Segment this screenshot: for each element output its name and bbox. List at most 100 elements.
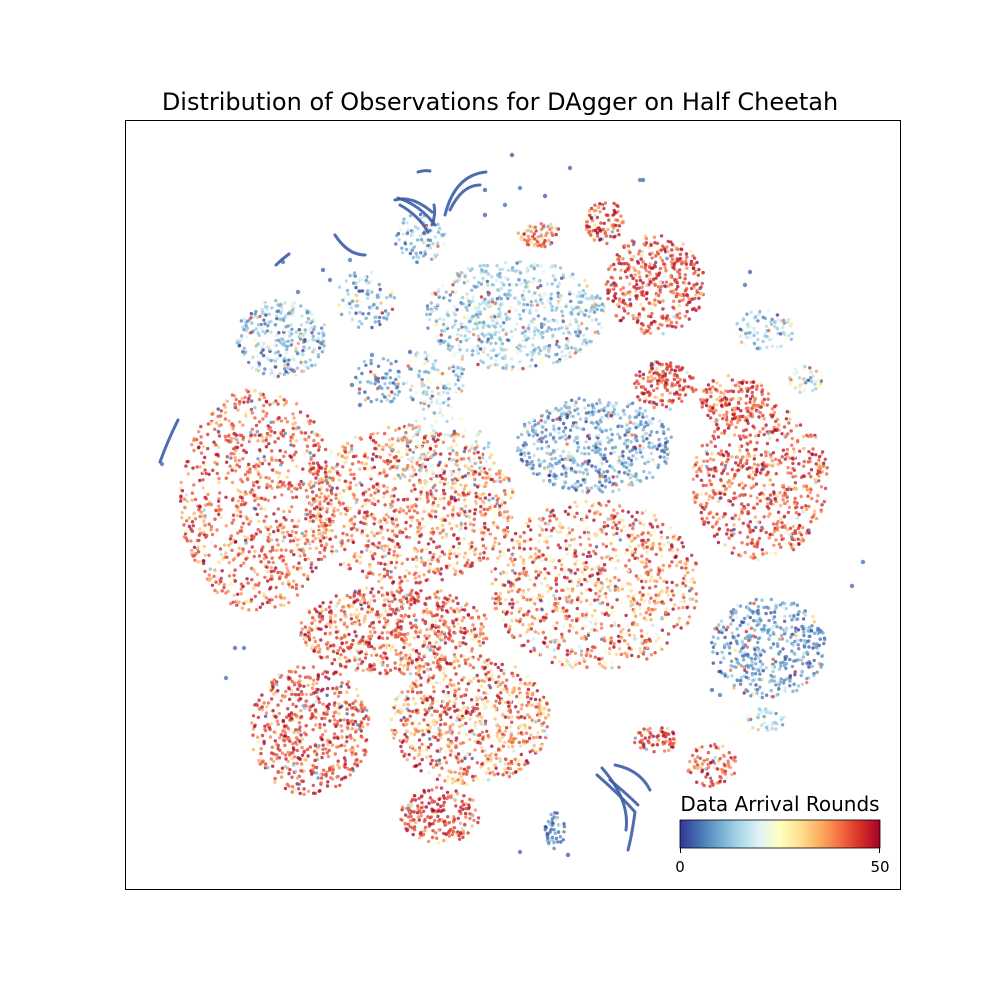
data-point bbox=[583, 313, 587, 317]
data-point bbox=[621, 408, 626, 412]
data-point bbox=[593, 582, 597, 586]
data-point bbox=[434, 319, 439, 323]
data-point bbox=[523, 345, 527, 349]
data-point bbox=[556, 408, 560, 412]
data-point bbox=[648, 433, 652, 437]
data-point bbox=[610, 666, 614, 670]
data-point bbox=[400, 579, 404, 583]
data-point bbox=[483, 270, 488, 274]
data-point bbox=[536, 421, 541, 425]
data-point bbox=[439, 333, 443, 337]
data-point bbox=[780, 521, 784, 525]
data-point bbox=[650, 251, 654, 255]
data-point bbox=[319, 466, 324, 470]
data-point bbox=[564, 467, 568, 472]
data-point bbox=[457, 492, 461, 497]
data-point bbox=[559, 407, 564, 411]
data-point bbox=[531, 417, 536, 422]
data-point bbox=[295, 593, 300, 597]
data-point bbox=[495, 611, 500, 616]
data-point bbox=[609, 514, 614, 518]
data-point bbox=[670, 589, 674, 593]
data-point bbox=[411, 434, 415, 439]
data-point bbox=[472, 314, 476, 318]
data-point bbox=[478, 552, 482, 556]
data-point bbox=[612, 520, 616, 524]
data-point bbox=[353, 515, 357, 519]
data-point bbox=[646, 538, 650, 542]
data-point bbox=[584, 624, 588, 629]
data-point bbox=[571, 626, 576, 630]
data-point bbox=[558, 305, 563, 309]
data-point bbox=[215, 590, 220, 595]
data-point bbox=[561, 625, 565, 629]
data-point bbox=[362, 521, 366, 526]
data-point bbox=[274, 595, 278, 599]
data-point bbox=[481, 544, 486, 548]
data-point bbox=[282, 398, 286, 402]
data-point bbox=[531, 434, 536, 438]
data-point bbox=[549, 319, 554, 324]
data-point bbox=[481, 350, 486, 354]
data-point bbox=[652, 235, 657, 239]
data-point bbox=[580, 294, 585, 298]
data-point bbox=[499, 302, 503, 307]
data-point bbox=[627, 646, 631, 650]
data-point bbox=[456, 546, 461, 550]
data-point bbox=[541, 330, 546, 334]
data-point bbox=[272, 530, 276, 534]
data-point bbox=[662, 543, 666, 547]
data-point bbox=[608, 464, 612, 468]
data-point bbox=[760, 548, 764, 552]
data-point bbox=[397, 426, 401, 431]
data-point bbox=[551, 409, 555, 413]
data-point bbox=[398, 510, 402, 514]
data-point bbox=[384, 443, 389, 447]
data-point bbox=[529, 300, 533, 304]
data-point bbox=[453, 319, 458, 323]
data-point bbox=[196, 446, 201, 450]
data-point bbox=[391, 488, 395, 492]
data-point bbox=[316, 512, 320, 516]
data-point bbox=[741, 455, 745, 459]
data-point bbox=[263, 575, 267, 579]
data-point bbox=[387, 515, 391, 519]
data-point bbox=[781, 498, 785, 502]
data-point bbox=[276, 475, 281, 480]
data-point bbox=[472, 332, 476, 337]
data-point bbox=[798, 423, 803, 427]
data-point bbox=[611, 661, 615, 665]
data-point bbox=[588, 574, 592, 578]
data-point bbox=[563, 426, 568, 430]
data-point bbox=[494, 330, 498, 334]
data-point bbox=[251, 489, 255, 493]
data-point bbox=[522, 302, 526, 307]
data-point bbox=[765, 497, 769, 501]
data-point bbox=[764, 551, 769, 555]
data-point bbox=[544, 528, 548, 532]
data-point bbox=[342, 524, 346, 528]
data-point bbox=[265, 565, 269, 569]
data-point bbox=[480, 329, 484, 334]
data-point bbox=[567, 568, 571, 572]
data-point bbox=[310, 561, 314, 565]
data-point bbox=[594, 303, 598, 308]
data-point bbox=[598, 296, 602, 301]
data-point bbox=[304, 529, 308, 534]
data-point bbox=[249, 430, 253, 435]
data-point bbox=[683, 573, 687, 578]
data-point bbox=[465, 348, 469, 352]
data-point bbox=[639, 638, 644, 642]
data-point bbox=[439, 474, 443, 478]
data-point bbox=[254, 532, 258, 536]
data-point bbox=[797, 462, 801, 466]
data-point bbox=[359, 533, 364, 537]
data-point bbox=[233, 568, 237, 572]
data-point bbox=[210, 583, 215, 587]
data-point bbox=[372, 522, 376, 526]
data-point bbox=[705, 443, 709, 447]
data-point bbox=[435, 526, 440, 530]
data-point bbox=[793, 481, 798, 485]
data-point bbox=[429, 517, 434, 521]
data-point bbox=[600, 586, 604, 590]
